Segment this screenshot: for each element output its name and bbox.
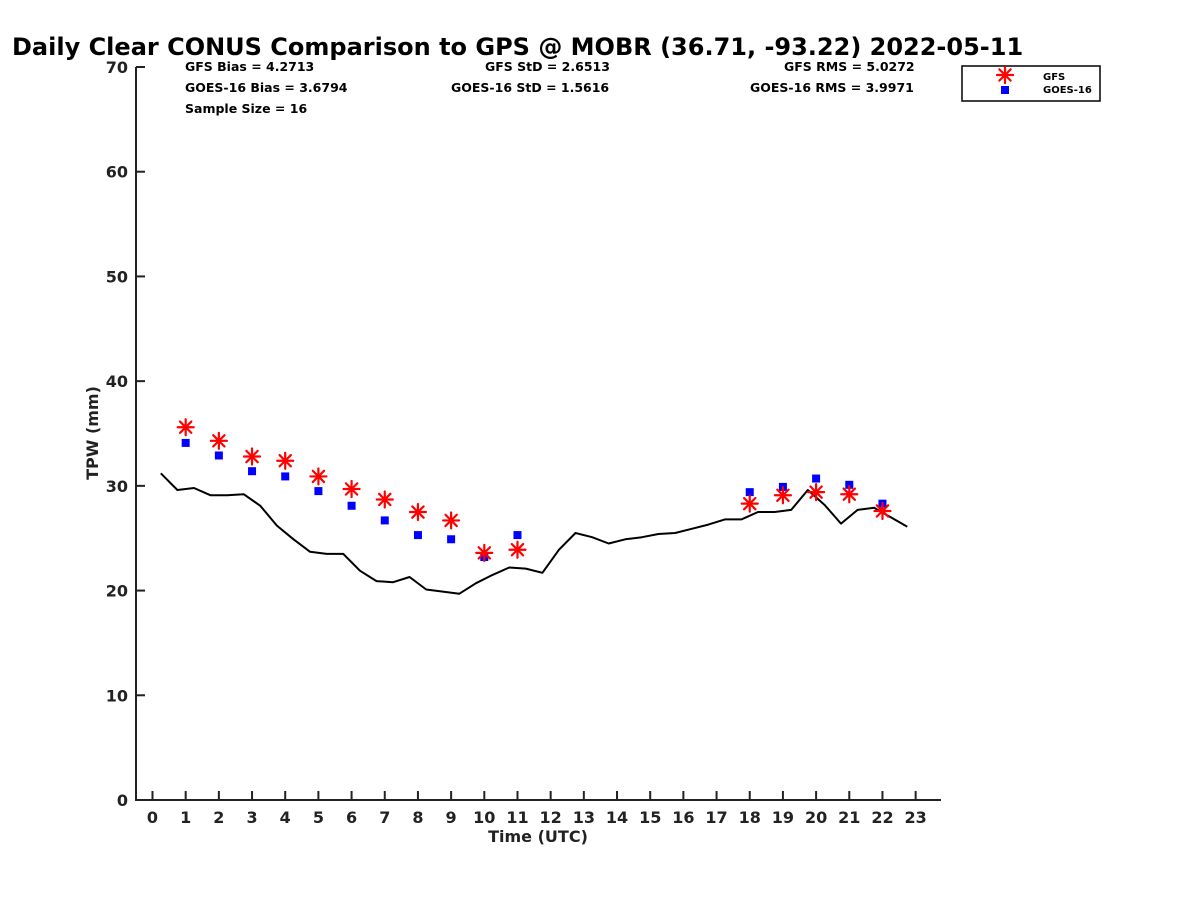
y-tick-label: 40 (106, 372, 128, 391)
gfs-point (740, 494, 759, 513)
x-tick-label: 21 (838, 808, 860, 827)
y-tick-label: 10 (106, 686, 128, 705)
gfs-point (806, 483, 826, 502)
x-tick-label: 9 (446, 808, 457, 827)
axes (135, 67, 941, 801)
x-axis-label: Time (UTC) (488, 827, 588, 846)
legend-goes-label: GOES-16 (1043, 85, 1092, 96)
gfs-point (475, 543, 494, 562)
y-ticks: 0 10 20 30 40 50 60 70 (106, 58, 145, 810)
stat-goes-std: GOES-16 StD = 1.5616 (451, 80, 609, 95)
x-tick-label: 4 (280, 808, 291, 827)
x-tick-label: 0 (147, 808, 158, 827)
x-tick-label: 13 (573, 808, 595, 827)
y-tick-label: 70 (106, 58, 128, 77)
y-tick-label: 0 (117, 791, 128, 810)
goes-16-point (380, 516, 389, 525)
y-tick-label: 50 (106, 267, 128, 286)
goes-16-point (413, 531, 422, 540)
gfs-point (873, 501, 892, 521)
stat-gfs-bias: GFS Bias = 4.2713 (185, 59, 314, 74)
y-tick-label: 20 (106, 582, 128, 601)
gfs-point (442, 511, 461, 530)
gfs-point (375, 490, 394, 509)
stat-sample-size: Sample Size = 16 (185, 101, 307, 116)
gfs-point (309, 467, 328, 486)
y-axis-label: TPW (mm) (83, 386, 102, 480)
x-tick-label: 14 (606, 808, 628, 827)
goes-16-point (513, 531, 522, 540)
stat-goes-bias: GOES-16 Bias = 3.6794 (185, 80, 348, 95)
goes-16-point (214, 451, 223, 460)
legend-box (961, 65, 1101, 102)
goes-16-point (281, 472, 290, 481)
goes-16-point (347, 501, 356, 510)
goes-16-point (812, 474, 821, 483)
y-tick-label: 30 (106, 477, 128, 496)
gfs-point (342, 479, 361, 499)
goes-16-point (745, 488, 754, 497)
chart-title: Daily Clear CONUS Comparison to GPS @ MO… (12, 33, 1023, 61)
x-tick-label: 3 (246, 808, 257, 827)
x-tick-label: 19 (772, 808, 794, 827)
stat-gfs-rms: GFS RMS = 5.0272 (784, 59, 915, 74)
x-tick-label: 22 (871, 808, 893, 827)
legend-goes-square-icon (1001, 86, 1009, 94)
goes-16-point (248, 467, 257, 476)
gfs-point (176, 418, 195, 437)
legend-gfs-label: GFS (1043, 72, 1065, 83)
gfs-point (276, 451, 295, 470)
gps-series-line (160, 472, 908, 595)
x-tick-label: 11 (506, 808, 528, 827)
y-tick-label: 60 (106, 163, 128, 182)
x-ticks: 0 1 2 3 4 5 6 7 8 9 10 11 12 13 14 15 16 17 18 19 20 21 22 23 (147, 791, 927, 827)
goes-16-point (181, 438, 190, 447)
x-tick-label: 16 (672, 808, 694, 827)
gfs-point (508, 540, 527, 559)
x-tick-label: 5 (313, 808, 324, 827)
stats-block: GFS Bias = 4.2713 GOES-16 Bias = 3.6794 … (185, 59, 915, 116)
marker-layer (176, 418, 892, 562)
x-tick-label: 10 (473, 808, 495, 827)
legend-gfs-star-icon (995, 65, 1015, 85)
x-tick-label: 12 (540, 808, 562, 827)
x-tick-label: 1 (180, 808, 191, 827)
x-tick-label: 8 (412, 808, 423, 827)
stat-goes-rms: GOES-16 RMS = 3.9971 (750, 80, 914, 95)
goes-16-point (447, 535, 456, 544)
x-tick-label: 17 (705, 808, 727, 827)
legend: GFS GOES-16 (961, 65, 1101, 102)
gfs-point (773, 486, 793, 505)
x-tick-label: 20 (805, 808, 827, 827)
gfs-point (209, 431, 228, 450)
goes-16-point (314, 487, 323, 496)
x-tick-label: 6 (346, 808, 357, 827)
x-tick-label: 23 (905, 808, 927, 827)
stat-gfs-std: GFS StD = 2.6513 (485, 59, 610, 74)
x-tick-label: 18 (739, 808, 761, 827)
gfs-point (840, 485, 859, 504)
gfs-point (242, 447, 262, 466)
goes-16-point (845, 480, 854, 489)
x-tick-label: 7 (379, 808, 390, 827)
gfs-point (408, 502, 428, 522)
x-tick-label: 2 (213, 808, 224, 827)
gps-line-layer (160, 472, 908, 595)
legend-gfs-star (995, 65, 1015, 85)
x-tick-label: 15 (639, 808, 661, 827)
